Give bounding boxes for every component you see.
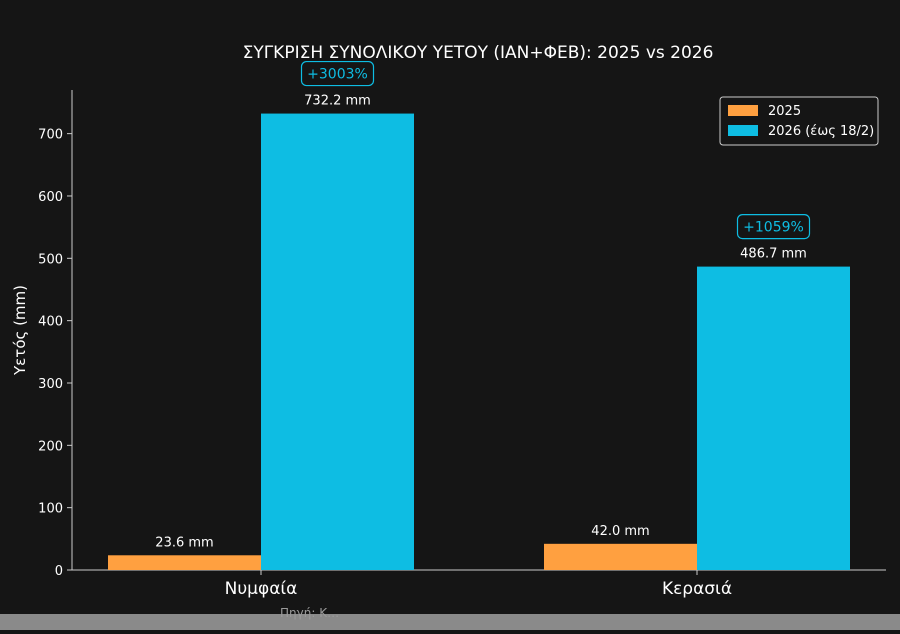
legend-box: [719, 96, 879, 146]
x-tick-label: Κερασιά: [662, 579, 732, 599]
change-badge: [736, 214, 811, 240]
axes: 0 100 200 300 400 500 600 700 Νυμφαία Κερασιά: [38, 90, 886, 599]
bottom-strip: [0, 614, 900, 630]
bar-value-label: 42.0 mm: [591, 524, 649, 539]
y-tick-label: 0: [55, 564, 63, 579]
legend-label: 2025: [768, 104, 801, 119]
y-axis-label: Υετός (mm): [11, 285, 29, 376]
y-tick-label: 300: [38, 377, 63, 392]
chart-title: ΣΥΓΚΡΙΣΗ ΣΥΝΟΛΙΚΟΥ ΥΕΤΟΥ (ΙΑΝ+ΦΕΒ): 2025…: [243, 43, 714, 63]
bar-2026: [697, 266, 850, 570]
legend-label: 2026 (έως 18/2): [768, 124, 874, 139]
bar-2025: [544, 543, 697, 570]
source-note: Πηγή: Κ…: [280, 606, 340, 620]
y-tick-label: 600: [38, 190, 63, 205]
y-tick-label: 400: [38, 315, 63, 330]
bars: [108, 113, 850, 571]
y-tick-label: 700: [38, 128, 63, 143]
y-tick-label: 100: [38, 502, 63, 517]
bar-2026: [261, 113, 414, 571]
legend-swatch: [728, 105, 758, 116]
bar-2025: [108, 555, 261, 570]
change-badge-label: +3003%: [307, 67, 368, 83]
y-tick-label: 200: [38, 439, 63, 454]
bar-value-label: 732.2 mm: [304, 94, 371, 109]
x-tick-label: Νυμφαία: [225, 579, 298, 599]
change-badge-label: +1059%: [743, 220, 804, 236]
bar-value-label: 23.6 mm: [155, 535, 213, 550]
change-badge: [300, 60, 375, 87]
legend: 2025 2026 (έως 18/2): [719, 96, 879, 146]
legend-swatch: [728, 125, 758, 136]
bar-value-label: 486.7 mm: [740, 247, 807, 262]
data-labels: 23.6 mm 732.2 mm +3003% 42.0 mm 486.7 mm +105…: [155, 60, 811, 550]
y-tick-label: 500: [38, 252, 63, 267]
